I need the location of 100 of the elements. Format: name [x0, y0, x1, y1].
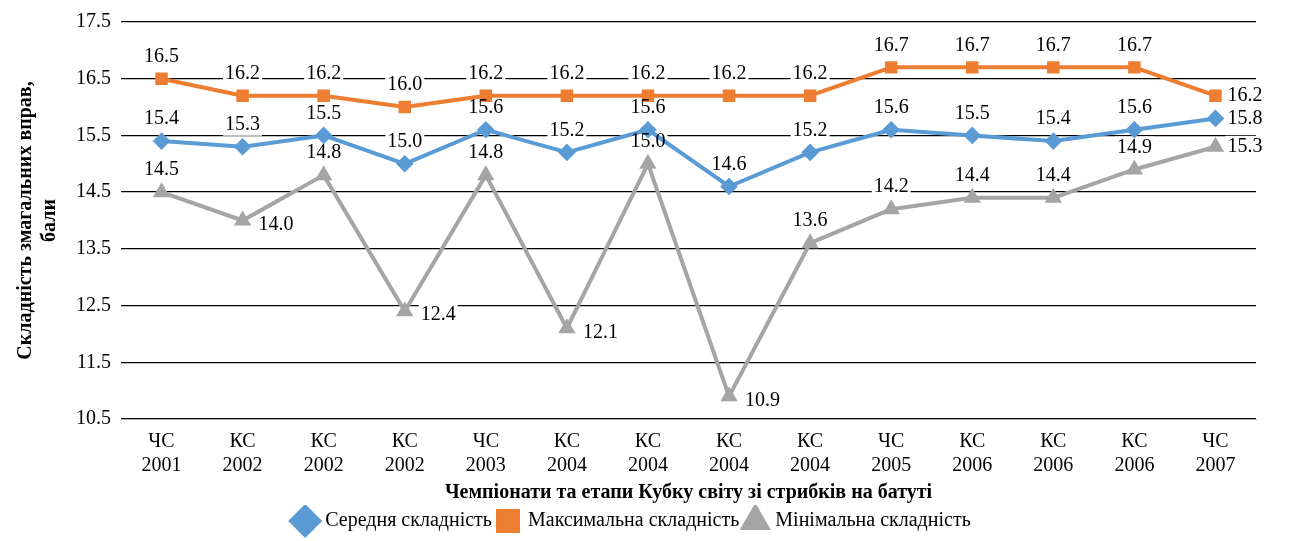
data-label: 16.2: [630, 60, 666, 83]
data-label: 15.5: [954, 100, 990, 123]
data-label: 15.8: [1227, 105, 1263, 128]
point: [964, 127, 981, 144]
point: [884, 61, 898, 74]
data-label: 16.2: [1227, 82, 1263, 105]
data-label: 14.8: [306, 140, 342, 163]
x-tick-label: ЧС 2003: [465, 429, 506, 476]
point: [398, 100, 411, 114]
data-label: 13.6: [792, 208, 828, 231]
y-tick-label: 10.5: [76, 406, 111, 429]
point: [721, 178, 738, 195]
x-tick-label: КС 2004: [627, 429, 668, 476]
point: [640, 155, 656, 169]
point: [1207, 110, 1224, 127]
data-label: 16.2: [468, 60, 504, 83]
data-label: 16.7: [1035, 32, 1071, 55]
data-label: 15.0: [630, 129, 666, 152]
data-label: 16.7: [1116, 32, 1152, 55]
y-axis-title: Складність змагальних вправ, бали: [13, 81, 60, 360]
point: [1209, 89, 1222, 102]
x-tick-label: ЧС 2007: [1195, 429, 1236, 476]
data-label: 14.9: [1116, 134, 1152, 157]
x-tick-label: КС 2004: [709, 429, 750, 476]
point: [397, 303, 412, 317]
data-label: 15.4: [1035, 106, 1071, 129]
point: [722, 89, 736, 102]
data-label: 16.2: [549, 60, 585, 83]
legend-label: Мінімальна складність: [775, 508, 971, 532]
point: [315, 127, 332, 144]
data-label: 15.3: [225, 112, 261, 135]
x-tick-label: ЧС 2001: [141, 429, 182, 476]
point: [803, 89, 817, 102]
point: [802, 144, 819, 161]
legend-label: Максимальна складність: [527, 508, 740, 532]
y-tick-label: 13.5: [76, 236, 111, 259]
legend-label: Середня складність: [325, 508, 492, 532]
data-label: 16.7: [954, 32, 990, 55]
data-label: 15.6: [1116, 95, 1152, 118]
point: [1128, 61, 1141, 74]
x-tick-label: КС 2002: [303, 429, 344, 476]
data-label: 10.9: [745, 387, 781, 410]
point: [317, 89, 330, 102]
data-label: 15.6: [468, 95, 504, 118]
point: [1045, 133, 1062, 150]
point: [234, 138, 251, 155]
y-tick-label: 12.5: [76, 292, 111, 315]
data-label: 12.4: [420, 302, 456, 325]
point: [478, 167, 494, 181]
point: [559, 320, 575, 334]
data-label: 15.0: [387, 129, 423, 152]
data-label: 16.7: [873, 32, 909, 55]
point: [558, 144, 575, 161]
data-label: 14.5: [144, 157, 180, 180]
data-label: 14.0: [258, 211, 294, 234]
point: [966, 61, 979, 74]
data-label: 16.5: [144, 43, 180, 66]
point: [236, 89, 249, 102]
point: [1046, 189, 1061, 203]
data-label: 15.6: [630, 95, 666, 118]
x-tick-label: КС 2004: [546, 429, 587, 476]
data-label: 16.2: [792, 60, 828, 83]
data-label: 12.1: [582, 319, 618, 342]
x-tick-label: КС 2006: [1033, 429, 1074, 476]
point: [883, 201, 899, 215]
data-label: 15.6: [873, 95, 909, 118]
point: [883, 121, 900, 138]
point: [153, 133, 170, 150]
point: [721, 388, 737, 402]
point: [316, 167, 331, 181]
x-tick-label: КС 2006: [952, 429, 993, 476]
point: [1208, 138, 1223, 152]
point: [477, 121, 494, 138]
point: [802, 235, 818, 249]
data-label: 15.2: [792, 117, 828, 140]
data-label: 16.2: [225, 60, 261, 83]
x-tick-label: ЧС 2005: [871, 429, 912, 476]
data-label: 16.2: [306, 60, 342, 83]
x-axis-title: Чемпіонати та етапи Кубку світу зі стрибків на батуті: [444, 480, 933, 504]
x-tick-label: КС 2004: [790, 429, 831, 476]
y-tick-label: 14.5: [76, 179, 111, 202]
x-tick-label: КС 2002: [384, 429, 425, 476]
point: [1047, 61, 1060, 74]
y-tick-label: 11.5: [76, 349, 111, 372]
point: [965, 189, 980, 203]
data-label: 15.3: [1227, 134, 1263, 157]
y-tick-label: 17.5: [76, 9, 111, 32]
point: [396, 155, 413, 172]
point: [235, 212, 250, 226]
data-label: 15.5: [306, 100, 342, 123]
x-tick-label: КС 2006: [1114, 429, 1155, 476]
data-label: 14.2: [873, 174, 909, 197]
y-tick-label: 16.5: [76, 65, 111, 88]
point: [560, 89, 574, 102]
data-label: 16.0: [387, 72, 423, 95]
data-label: 14.8: [468, 140, 504, 163]
point: [1126, 121, 1143, 138]
data-label: 16.2: [711, 60, 747, 83]
y-tick-label: 15.5: [76, 122, 111, 145]
point: [155, 72, 168, 85]
